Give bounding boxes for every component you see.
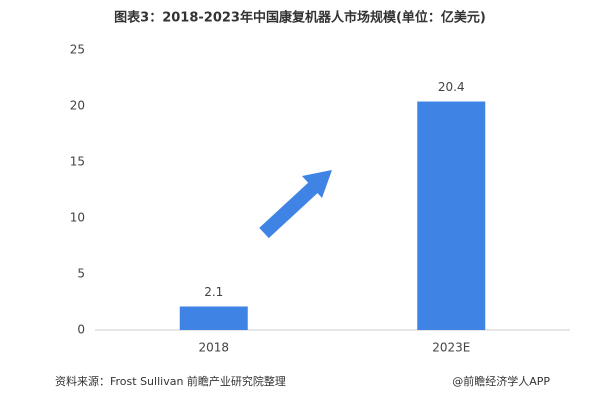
chart-title: 图表3：2018-2023年中国康复机器人市场规模(单位：亿美元) bbox=[114, 10, 486, 26]
credit: @前瞻经济学人APP bbox=[452, 374, 550, 388]
y-tick-label: 10 bbox=[70, 211, 85, 225]
y-tick-label: 0 bbox=[77, 323, 85, 337]
x-tick-label: 2023E bbox=[432, 341, 470, 355]
y-tick-label: 20 bbox=[70, 99, 85, 113]
source-note: 资料来源：Frost Sullivan 前瞻产业研究院整理 bbox=[55, 374, 286, 388]
bar bbox=[417, 101, 486, 331]
bar bbox=[179, 306, 248, 330]
y-tick-label: 15 bbox=[70, 155, 85, 169]
x-tick-label: 2018 bbox=[198, 341, 229, 355]
y-tick-label: 5 bbox=[77, 267, 85, 281]
value-label: 20.4 bbox=[438, 80, 465, 94]
trend-arrow bbox=[259, 170, 332, 239]
value-label: 2.1 bbox=[204, 285, 223, 299]
y-tick-label: 25 bbox=[70, 43, 85, 57]
